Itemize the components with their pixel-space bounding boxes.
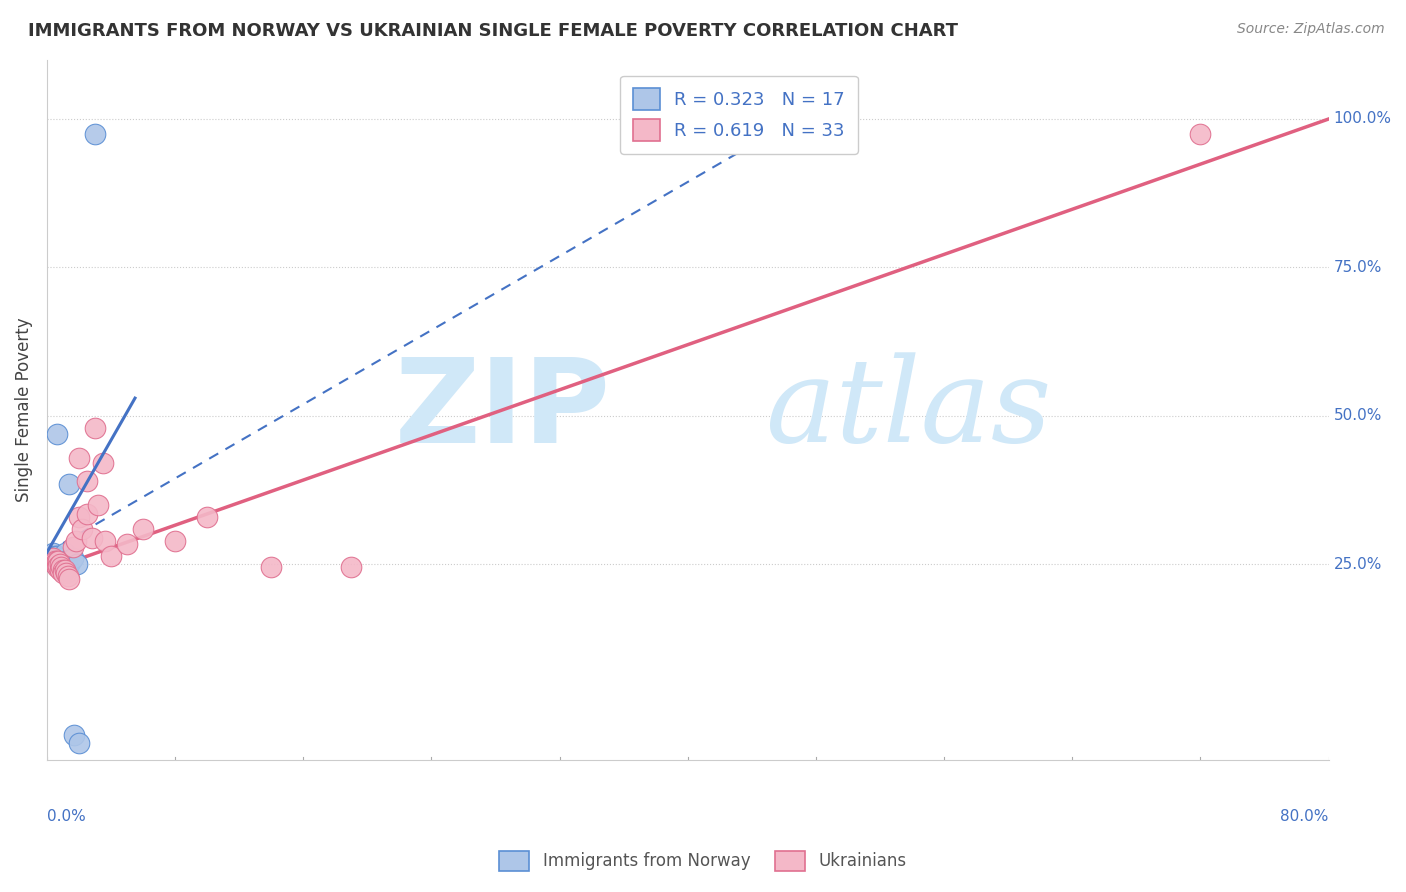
Point bbox=[80, 531, 103, 545]
Point bbox=[1189, 127, 1212, 141]
Point bbox=[55, 566, 77, 581]
Point bbox=[44, 558, 66, 572]
Point bbox=[56, 569, 79, 583]
Point bbox=[58, 477, 80, 491]
Point bbox=[56, 560, 79, 574]
Legend: Immigrants from Norway, Ukrainians: Immigrants from Norway, Ukrainians bbox=[492, 844, 914, 878]
Point bbox=[66, 558, 89, 572]
Point bbox=[62, 540, 84, 554]
Point bbox=[42, 551, 65, 566]
Point bbox=[52, 563, 75, 577]
Point bbox=[51, 560, 73, 574]
Point bbox=[100, 549, 122, 563]
Text: atlas: atlas bbox=[765, 352, 1052, 467]
Point bbox=[84, 421, 107, 435]
Point bbox=[62, 551, 84, 566]
Point bbox=[52, 566, 75, 581]
Text: IMMIGRANTS FROM NORWAY VS UKRAINIAN SINGLE FEMALE POVERTY CORRELATION CHART: IMMIGRANTS FROM NORWAY VS UKRAINIAN SING… bbox=[28, 22, 957, 40]
Point bbox=[67, 509, 90, 524]
Point bbox=[48, 551, 70, 566]
Point bbox=[46, 554, 69, 568]
Point bbox=[67, 450, 90, 465]
Point bbox=[44, 554, 66, 568]
Point bbox=[165, 533, 187, 548]
Point bbox=[45, 554, 67, 568]
Text: 75.0%: 75.0% bbox=[1334, 260, 1382, 275]
Point bbox=[44, 554, 66, 568]
Point bbox=[59, 554, 82, 568]
Text: 80.0%: 80.0% bbox=[1281, 809, 1329, 824]
Point bbox=[58, 572, 80, 586]
Point bbox=[46, 554, 69, 568]
Point bbox=[84, 127, 107, 141]
Point bbox=[67, 735, 90, 749]
Point bbox=[45, 426, 67, 441]
Point bbox=[87, 498, 110, 512]
Point bbox=[91, 457, 114, 471]
Point bbox=[53, 563, 76, 577]
Point bbox=[195, 509, 218, 524]
Point bbox=[132, 522, 155, 536]
Text: 25.0%: 25.0% bbox=[1334, 557, 1382, 572]
Point bbox=[340, 560, 363, 574]
Text: Source: ZipAtlas.com: Source: ZipAtlas.com bbox=[1237, 22, 1385, 37]
Point bbox=[51, 554, 73, 568]
Point bbox=[53, 545, 76, 559]
Point bbox=[44, 549, 66, 563]
Text: ZIP: ZIP bbox=[395, 352, 610, 467]
Point bbox=[45, 549, 67, 563]
Point bbox=[46, 551, 69, 566]
Point bbox=[42, 551, 65, 566]
Point bbox=[44, 558, 66, 572]
Point bbox=[48, 558, 70, 572]
Point bbox=[76, 507, 98, 521]
Point bbox=[55, 554, 77, 568]
Point bbox=[260, 560, 283, 574]
Point bbox=[42, 545, 65, 559]
Point bbox=[45, 560, 67, 574]
Y-axis label: Single Female Poverty: Single Female Poverty bbox=[15, 318, 32, 502]
Text: 0.0%: 0.0% bbox=[46, 809, 86, 824]
Point bbox=[48, 563, 70, 577]
Point bbox=[115, 536, 138, 550]
Text: 100.0%: 100.0% bbox=[1334, 112, 1392, 127]
Point bbox=[93, 533, 115, 548]
Point bbox=[63, 729, 86, 743]
Point bbox=[52, 558, 75, 572]
Point bbox=[70, 522, 93, 536]
Legend: R = 0.323   N = 17, R = 0.619   N = 33: R = 0.323 N = 17, R = 0.619 N = 33 bbox=[620, 76, 858, 154]
Text: 50.0%: 50.0% bbox=[1334, 409, 1382, 424]
Point bbox=[65, 533, 87, 548]
Point bbox=[76, 475, 98, 489]
Point bbox=[46, 558, 69, 573]
